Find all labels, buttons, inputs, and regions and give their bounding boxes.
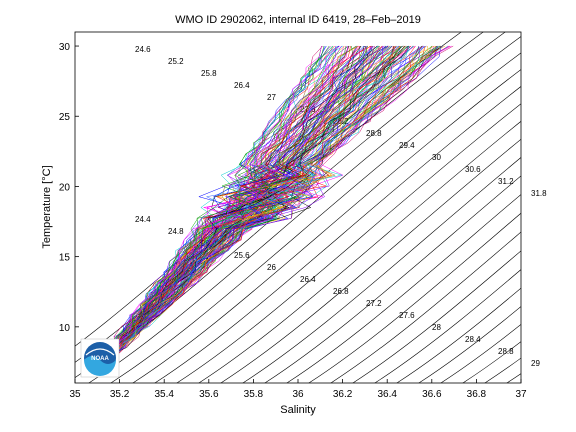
isopycnal-line xyxy=(264,175,521,383)
isopycnal-label: 28.4 xyxy=(465,335,481,344)
y-tick-label: 10 xyxy=(59,323,71,334)
ts-profile-line xyxy=(99,45,333,370)
ts-profile-line xyxy=(102,45,420,370)
isopycnal-line xyxy=(330,231,521,383)
ts-profile-line xyxy=(95,45,429,370)
ts-profile-line xyxy=(98,45,374,370)
ts-profile-line xyxy=(101,45,454,370)
isopycnal-line xyxy=(396,287,521,383)
ts-profile-line xyxy=(101,45,323,370)
ts-profile-line xyxy=(97,45,381,370)
y-tick-label: 20 xyxy=(59,182,71,193)
isopycnal-line xyxy=(462,341,521,383)
isopycnal-label: 28.8 xyxy=(366,129,382,138)
isopycnal-line xyxy=(308,212,521,383)
x-tick-label: 36 xyxy=(292,389,304,400)
ts-profile-line xyxy=(94,45,444,370)
x-axis-ticks: 35 35.2 35.4 35.6 35.8 36 36.2 36.4 36.6 36.8 37 xyxy=(69,379,527,400)
isopycnal-label: 27 xyxy=(267,93,276,102)
noaa-logo-text: NOAA xyxy=(91,356,109,362)
isopycnal-line xyxy=(88,36,521,383)
ts-profile-line xyxy=(98,45,368,370)
isopycnal-line xyxy=(440,323,521,383)
ts-profile-line xyxy=(95,45,339,370)
isopycnal-label: 26.4 xyxy=(300,275,316,284)
isopycnal-label: 30 xyxy=(432,153,441,162)
isopycnal-line xyxy=(198,120,521,383)
x-axis-label: Salinity xyxy=(280,404,316,416)
isopycnal-line xyxy=(418,306,521,383)
x-tick-label: 36.8 xyxy=(467,389,487,400)
isopycnal-label: 26.8 xyxy=(333,287,349,296)
x-tick-label: 35.4 xyxy=(154,389,174,400)
ts-profile-line xyxy=(91,45,322,370)
isopycnal-label: 29 xyxy=(531,359,540,368)
ts-profile-line xyxy=(93,45,443,370)
isopycnal-label: 31.2 xyxy=(498,177,514,186)
isopycnal-label: 27.2 xyxy=(366,299,382,308)
x-tick-label: 35.6 xyxy=(199,389,219,400)
isopycnal-label: 26.4 xyxy=(234,81,250,90)
noaa-logo: NOAA xyxy=(80,338,120,378)
ts-profile-line xyxy=(92,45,452,370)
y-tick-label: 30 xyxy=(59,42,71,53)
isopycnal-line xyxy=(286,194,521,383)
x-tick-label: 35.2 xyxy=(110,389,130,400)
ts-profile-line xyxy=(93,45,340,370)
isopycnal-line xyxy=(132,69,521,383)
isopycnal-line xyxy=(154,86,521,383)
ts-profile-line xyxy=(92,45,440,370)
isopycnal-label: 24.6 xyxy=(135,45,151,54)
ts-profile-line xyxy=(103,45,388,370)
ts-profiles xyxy=(90,45,454,370)
x-tick-label: 36.6 xyxy=(422,389,442,400)
x-tick-label: 37 xyxy=(515,389,527,400)
ts-profile-line xyxy=(99,45,331,370)
isopycnal-label: 30.6 xyxy=(465,165,481,174)
isopycnal-label: 28 xyxy=(432,323,441,332)
x-tick-label: 36.4 xyxy=(377,389,397,400)
chart-title: WMO ID 2902062, internal ID 6419, 28–Feb… xyxy=(175,14,421,26)
isopycnal-lines xyxy=(75,32,521,383)
isopycnal-line xyxy=(176,103,521,383)
isopycnal-label: 25.8 xyxy=(201,69,217,78)
isopycnal-label: 25.6 xyxy=(234,251,250,260)
ts-profile-line xyxy=(100,45,368,370)
ts-profile-line xyxy=(101,45,322,370)
isopycnal-label: 28.8 xyxy=(498,347,514,356)
isopycnal-label: 27.6 xyxy=(399,311,415,320)
x-tick-label: 35 xyxy=(69,389,81,400)
y-tick-label: 25 xyxy=(59,112,71,123)
ts-profile-line xyxy=(98,45,372,370)
isopycnal-line xyxy=(352,250,521,383)
y-axis-ticks: 10 15 20 25 30 xyxy=(59,42,79,334)
ts-profile-line xyxy=(99,45,357,370)
isopycnal-label: 24.8 xyxy=(168,227,184,236)
isopycnal-label: 29.4 xyxy=(399,141,415,150)
isopycnal-line xyxy=(374,269,521,383)
ts-profile-line xyxy=(101,45,348,370)
ts-profile-line xyxy=(95,45,423,370)
isopycnal-line xyxy=(110,52,521,383)
isopycnal-label: 26 xyxy=(267,263,276,272)
isopycnal-line xyxy=(242,157,521,383)
y-axis-label: Temperature [°C] xyxy=(41,165,53,248)
isopycnal-label: 24.4 xyxy=(135,215,151,224)
x-tick-label: 36.2 xyxy=(333,389,353,400)
isopycnal-label: 31.8 xyxy=(531,189,547,198)
x-tick-label: 35.8 xyxy=(244,389,264,400)
isopycnal-line xyxy=(220,138,521,383)
ts-profile-line xyxy=(97,45,340,370)
y-tick-label: 15 xyxy=(59,253,71,264)
isopycnal-label: 25.2 xyxy=(168,57,184,66)
